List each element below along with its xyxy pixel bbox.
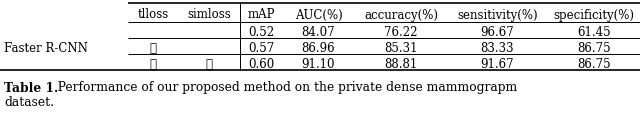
Text: simloss: simloss <box>187 8 231 21</box>
Text: dataset.: dataset. <box>4 97 54 110</box>
Text: ✓: ✓ <box>150 42 157 55</box>
Text: sensitivity(%): sensitivity(%) <box>457 8 538 21</box>
Text: 61.45: 61.45 <box>577 27 611 40</box>
Text: specificity(%): specificity(%) <box>554 8 634 21</box>
Text: 91.67: 91.67 <box>481 59 515 72</box>
Text: 76.22: 76.22 <box>384 27 418 40</box>
Text: Table 1.: Table 1. <box>4 82 58 95</box>
Text: 0.52: 0.52 <box>248 27 274 40</box>
Text: 86.75: 86.75 <box>577 59 611 72</box>
Text: 0.57: 0.57 <box>248 42 274 55</box>
Text: tlloss: tlloss <box>138 8 168 21</box>
Text: 88.81: 88.81 <box>385 59 418 72</box>
Text: 96.67: 96.67 <box>481 27 515 40</box>
Text: 86.96: 86.96 <box>301 42 335 55</box>
Text: ✓: ✓ <box>150 59 157 72</box>
Text: 83.33: 83.33 <box>481 42 515 55</box>
Text: ✓: ✓ <box>205 59 212 72</box>
Text: 0.60: 0.60 <box>248 59 274 72</box>
Text: Performance of our proposed method on the private dense mammograpm: Performance of our proposed method on th… <box>50 82 517 95</box>
Text: AUC(%): AUC(%) <box>294 8 342 21</box>
Text: 85.31: 85.31 <box>384 42 418 55</box>
Text: Faster R-CNN: Faster R-CNN <box>4 42 88 55</box>
Text: mAP: mAP <box>247 8 275 21</box>
Text: 84.07: 84.07 <box>301 27 335 40</box>
Text: 91.10: 91.10 <box>301 59 335 72</box>
Text: accuracy(%): accuracy(%) <box>364 8 438 21</box>
Text: 86.75: 86.75 <box>577 42 611 55</box>
